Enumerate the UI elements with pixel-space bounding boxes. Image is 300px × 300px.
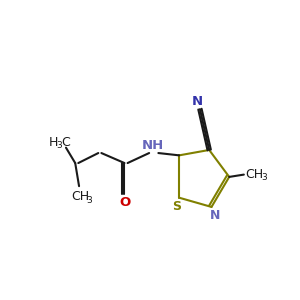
Text: CH: CH <box>246 168 264 181</box>
Text: NH: NH <box>142 139 164 152</box>
Text: 3: 3 <box>56 141 62 150</box>
Text: C: C <box>61 136 70 149</box>
Text: 3: 3 <box>86 196 92 205</box>
Text: N: N <box>192 95 203 108</box>
Text: 3: 3 <box>261 173 267 182</box>
Text: O: O <box>120 196 131 209</box>
Text: S: S <box>172 200 181 213</box>
Text: CH: CH <box>71 190 89 203</box>
Text: H: H <box>49 136 58 149</box>
Text: N: N <box>209 209 220 222</box>
